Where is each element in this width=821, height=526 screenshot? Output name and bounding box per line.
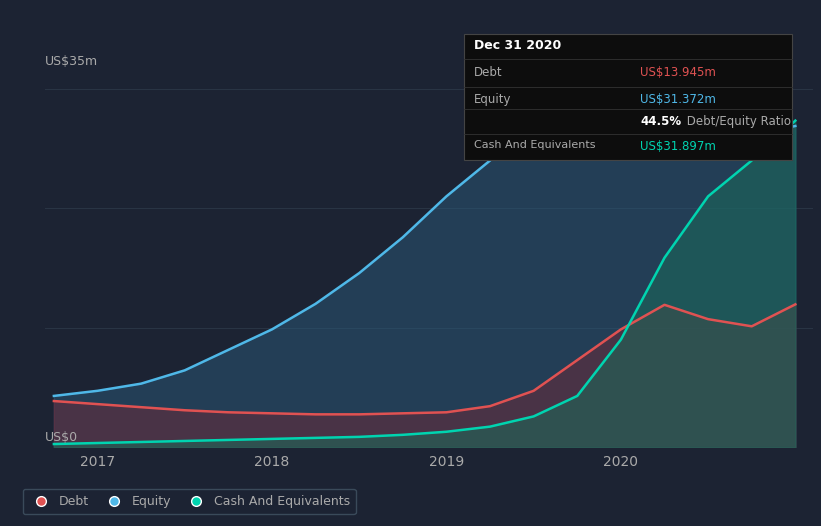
Text: Debt: Debt xyxy=(474,66,502,79)
Text: US$0: US$0 xyxy=(45,431,78,444)
Text: US$31.372m: US$31.372m xyxy=(640,93,716,106)
Text: Cash And Equivalents: Cash And Equivalents xyxy=(474,140,595,150)
Text: Dec 31 2020: Dec 31 2020 xyxy=(474,39,561,53)
Text: Debt/Equity Ratio: Debt/Equity Ratio xyxy=(683,115,791,128)
Legend: Debt, Equity, Cash And Equivalents: Debt, Equity, Cash And Equivalents xyxy=(23,489,356,514)
Text: Equity: Equity xyxy=(474,93,511,106)
Text: US$35m: US$35m xyxy=(45,55,99,68)
Text: US$13.945m: US$13.945m xyxy=(640,66,716,79)
Text: 44.5%: 44.5% xyxy=(640,115,681,128)
Text: US$31.897m: US$31.897m xyxy=(640,140,716,154)
